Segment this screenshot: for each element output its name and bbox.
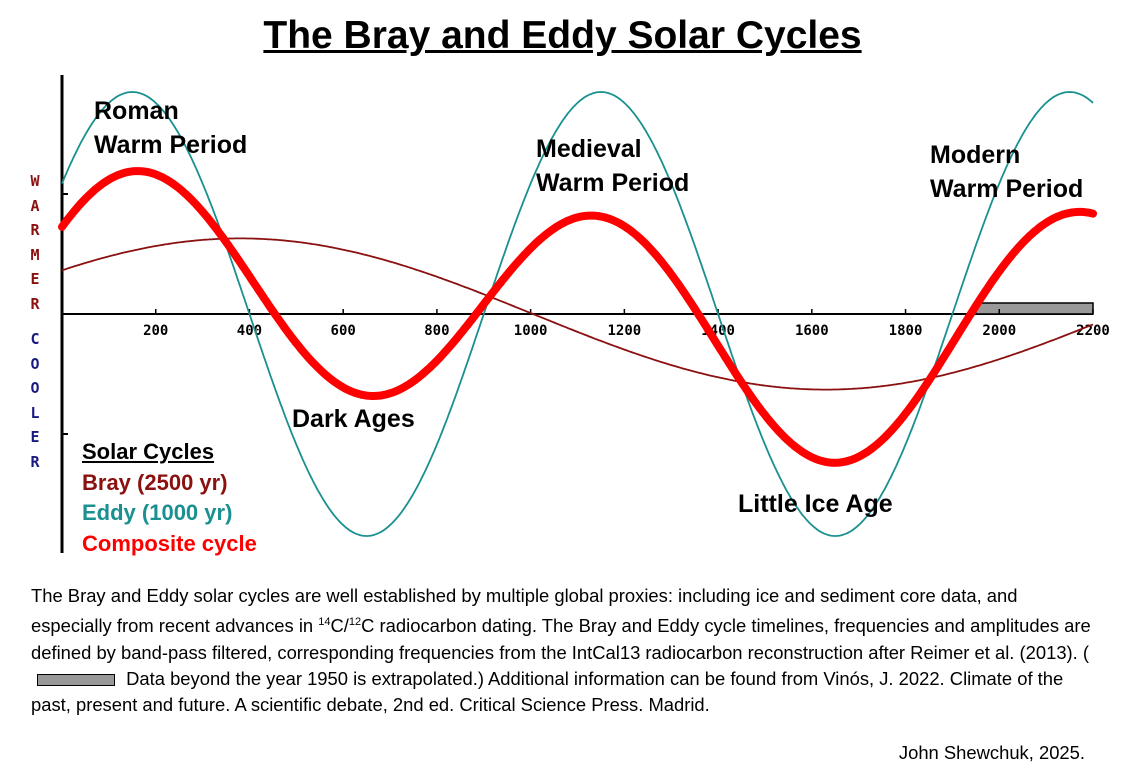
x-tick-label: 800 xyxy=(424,323,449,339)
legend-title: Solar Cycles xyxy=(82,439,215,464)
annotation-roman: Roman Warm Period xyxy=(94,97,248,159)
legend-composite: Composite cycle xyxy=(82,530,257,556)
extrapolated-swatch xyxy=(37,674,115,687)
extrapolated-bar xyxy=(975,302,1094,315)
legend-eddy: Eddy (1000 yr) xyxy=(82,500,233,525)
x-tick-label: 2200 xyxy=(1076,323,1110,339)
credit: John Shewchuk, 2025. xyxy=(898,742,1085,763)
bray-line xyxy=(61,237,1094,391)
x-tick-label: 200 xyxy=(143,323,168,339)
x-tick-label: 1200 xyxy=(608,323,642,339)
caption: The Bray and Eddy solar cycles are well … xyxy=(31,585,1091,716)
annotation-modern: Modern Warm Period xyxy=(930,141,1084,203)
composite-line xyxy=(58,167,1097,467)
x-tick-label: 600 xyxy=(331,323,356,339)
x-tick-label: 2000 xyxy=(982,323,1016,339)
eddy-line xyxy=(61,91,1094,537)
annotation-little-ice-age: Little Ice Age xyxy=(738,490,893,518)
annotation-dark-ages: Dark Ages xyxy=(292,405,415,433)
x-tick-label: 1600 xyxy=(795,323,829,339)
chart-title: The Bray and Eddy Solar Cycles xyxy=(263,14,862,57)
legend-bray: Bray (2500 yr) xyxy=(82,469,228,495)
x-tick-label: 400 xyxy=(237,323,262,339)
x-tick-label: 1000 xyxy=(514,323,548,339)
x-tick-label: 1800 xyxy=(889,323,923,339)
annotation-medieval: Medieval Warm Period xyxy=(536,135,690,197)
legend: Solar Cycles Bray (2500 yr) Eddy (1000 y… xyxy=(82,437,257,559)
